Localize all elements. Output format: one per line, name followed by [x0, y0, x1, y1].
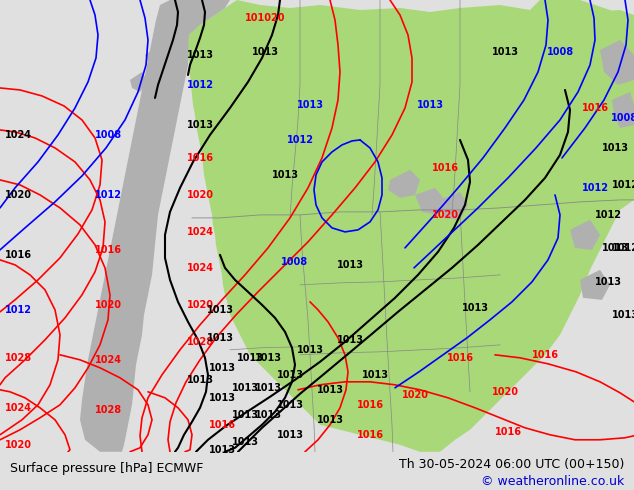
Text: 1024: 1024 — [4, 403, 32, 413]
Text: 1024: 1024 — [94, 355, 122, 365]
Text: 1024: 1024 — [186, 263, 214, 273]
Text: 1013: 1013 — [337, 260, 363, 270]
Text: 1013: 1013 — [337, 335, 363, 345]
Text: 1012: 1012 — [4, 305, 32, 315]
Text: 1013: 1013 — [361, 370, 389, 380]
Text: 1016: 1016 — [531, 350, 559, 360]
Text: 1028: 1028 — [94, 405, 122, 415]
Text: 1013: 1013 — [276, 430, 304, 440]
Text: 1020: 1020 — [94, 300, 122, 310]
Text: 1028: 1028 — [4, 353, 32, 363]
Text: 1028: 1028 — [186, 337, 214, 347]
Text: 1013: 1013 — [271, 170, 299, 180]
Text: 1016: 1016 — [356, 400, 384, 410]
Text: 1013: 1013 — [254, 410, 281, 420]
Text: 1013: 1013 — [595, 277, 621, 287]
Text: 1013: 1013 — [186, 50, 214, 60]
Text: 1013: 1013 — [316, 415, 344, 425]
Text: 1016: 1016 — [495, 427, 522, 437]
Text: Th 30-05-2024 06:00 UTC (00+150): Th 30-05-2024 06:00 UTC (00+150) — [399, 458, 624, 470]
Text: 1016: 1016 — [432, 163, 458, 173]
Text: 1013: 1013 — [186, 375, 214, 385]
Text: 1013: 1013 — [316, 385, 344, 395]
Text: 1013: 1013 — [209, 363, 235, 373]
Text: 1020: 1020 — [186, 300, 214, 310]
Text: 1013: 1013 — [209, 393, 235, 403]
Text: 1020: 1020 — [491, 387, 519, 397]
Text: 1020: 1020 — [432, 210, 458, 220]
Text: 1013: 1013 — [612, 310, 634, 320]
Text: 1020: 1020 — [401, 390, 429, 400]
Text: 1016: 1016 — [186, 153, 214, 163]
Text: 1012: 1012 — [186, 80, 214, 90]
Text: 1013: 1013 — [236, 353, 264, 363]
Text: 1013: 1013 — [254, 353, 281, 363]
Text: 1013: 1013 — [297, 345, 323, 355]
Text: 1013: 1013 — [417, 100, 444, 110]
Text: 1013: 1013 — [231, 410, 259, 420]
Text: 1012: 1012 — [612, 243, 634, 253]
Text: 1013: 1013 — [276, 400, 304, 410]
Text: 1013: 1013 — [297, 100, 323, 110]
Text: 1013: 1013 — [254, 383, 281, 393]
Text: 101020: 101020 — [245, 13, 285, 23]
Text: 1013: 1013 — [276, 370, 304, 380]
Text: 1016: 1016 — [356, 430, 384, 440]
Text: 1008: 1008 — [547, 47, 574, 57]
Text: 1012: 1012 — [581, 183, 609, 193]
Text: 1012: 1012 — [595, 210, 621, 220]
Text: 1013: 1013 — [462, 303, 489, 313]
Text: 1008: 1008 — [611, 113, 634, 123]
Text: 1016: 1016 — [581, 103, 609, 113]
Text: 1008: 1008 — [94, 130, 122, 140]
Text: 1013: 1013 — [602, 243, 628, 253]
Text: 1016: 1016 — [209, 420, 235, 430]
Text: 1008: 1008 — [281, 257, 309, 267]
Text: 1024: 1024 — [4, 130, 32, 140]
Text: 1024: 1024 — [186, 227, 214, 237]
Text: 1020: 1020 — [4, 190, 32, 200]
Text: 1013: 1013 — [207, 305, 233, 315]
Text: 1013: 1013 — [231, 383, 259, 393]
Text: 1013: 1013 — [491, 47, 519, 57]
Text: © weatheronline.co.uk: © weatheronline.co.uk — [481, 475, 624, 488]
Text: 1013: 1013 — [207, 333, 233, 343]
Text: Surface pressure [hPa] ECMWF: Surface pressure [hPa] ECMWF — [10, 463, 203, 475]
Text: 1012: 1012 — [612, 180, 634, 190]
Text: 1016: 1016 — [446, 353, 474, 363]
Text: 1013: 1013 — [186, 120, 214, 130]
Text: 1016: 1016 — [4, 250, 32, 260]
Text: 1012: 1012 — [287, 135, 313, 145]
Text: 1013: 1013 — [231, 437, 259, 447]
Text: 1020: 1020 — [186, 190, 214, 200]
Text: 1020: 1020 — [4, 440, 32, 450]
Text: 1016: 1016 — [94, 245, 122, 255]
Text: 1012: 1012 — [94, 190, 122, 200]
Text: 1013: 1013 — [602, 143, 628, 153]
Text: 1013: 1013 — [252, 47, 278, 57]
Text: 1013: 1013 — [209, 445, 235, 455]
